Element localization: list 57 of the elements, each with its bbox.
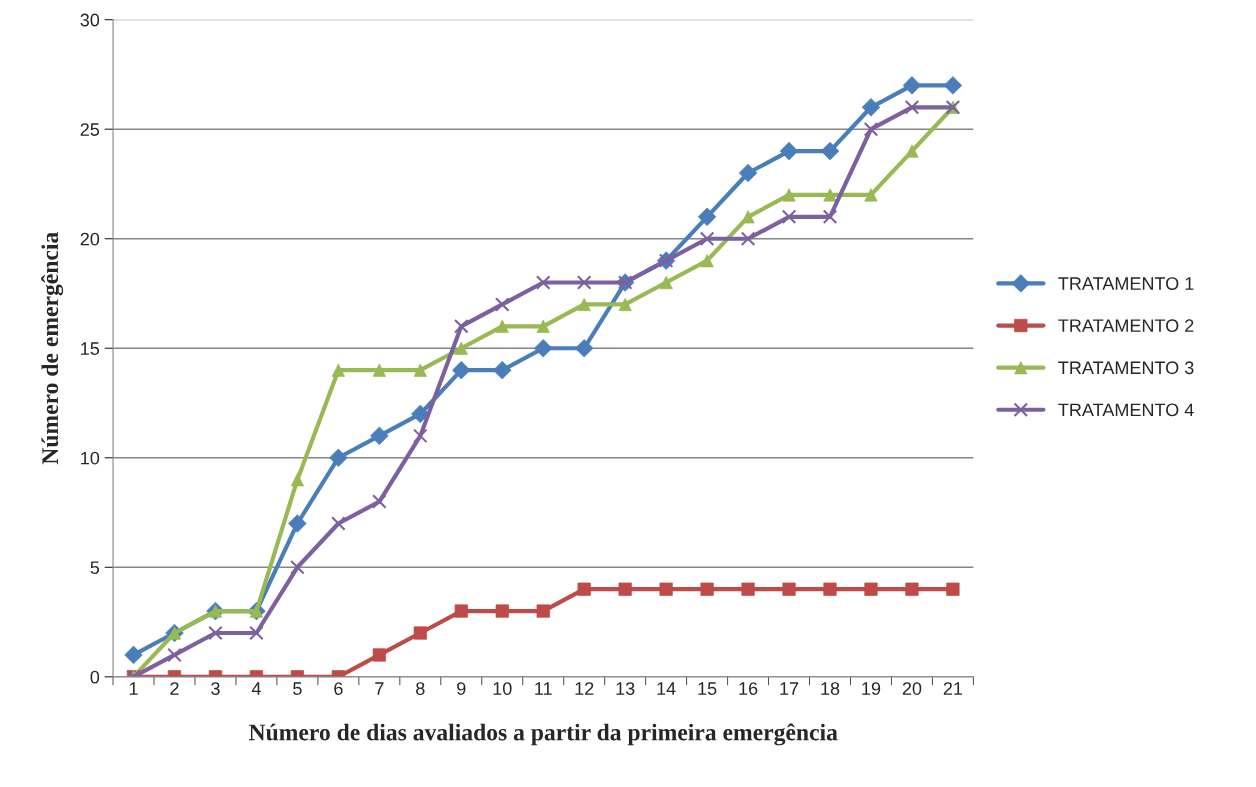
x-tick-label: 12: [575, 682, 594, 695]
x-tick-label: 4: [251, 682, 261, 695]
point: [167, 647, 182, 663]
y-tick-label: 30: [80, 13, 100, 27]
y-tick-label: 15: [81, 342, 100, 355]
point: [124, 645, 143, 665]
point: [208, 625, 223, 641]
point: [453, 319, 469, 334]
point: [904, 100, 920, 115]
x-tick-label: 21: [943, 682, 963, 695]
legend-label: TRATAMENTO 3: [1058, 361, 1194, 375]
x-tick-label: 16: [739, 682, 758, 695]
x-tick-label: 9: [457, 682, 466, 695]
x-tick-label: 11: [535, 682, 552, 695]
y-axis-title: Número de emergência: [41, 232, 64, 465]
x-tick-label: 20: [902, 682, 922, 695]
point: [943, 76, 963, 95]
y-tick-label: 0: [90, 670, 100, 684]
point: [535, 275, 551, 290]
legend-label: TRATAMENTO 4: [1058, 403, 1194, 417]
x-tick-label: 10: [493, 682, 512, 695]
point: [822, 209, 838, 225]
x-tick-label: 18: [821, 682, 840, 695]
x-tick-label: 13: [616, 682, 635, 695]
point: [370, 426, 389, 446]
point: [495, 604, 509, 618]
x-tick-label: 3: [211, 682, 220, 695]
y-tick-label: 20: [80, 232, 100, 246]
point: [863, 121, 879, 137]
point: [413, 626, 427, 640]
y-tick-label: 25: [80, 123, 100, 136]
x-tick-label: 8: [416, 682, 425, 695]
point: [249, 625, 264, 641]
point: [576, 275, 592, 290]
x-tick-label: 19: [862, 682, 881, 695]
x-tick-label: 2: [170, 682, 179, 695]
point: [781, 209, 797, 225]
point: [331, 516, 346, 531]
x-tick-label: 15: [698, 682, 717, 695]
x-axis-title: Número de dias avaliados a partir da primeira emergência: [248, 723, 838, 746]
point: [861, 98, 881, 117]
x-tick-label: 17: [780, 682, 799, 695]
point: [699, 231, 715, 247]
x-tick-label: 5: [293, 682, 302, 695]
x-tick-label: 14: [657, 682, 676, 695]
legend-label: TRATAMENTO 2: [1058, 319, 1194, 333]
x-tick-label: 1: [129, 682, 138, 695]
point: [372, 494, 387, 509]
y-tick-label: 5: [90, 561, 100, 575]
y-tick-label: 10: [81, 451, 100, 465]
point: [413, 428, 428, 444]
legend-label: TRATAMENTO 1: [1058, 277, 1194, 290]
point: [290, 560, 305, 575]
x-tick-label: 7: [375, 682, 384, 695]
point: [494, 297, 510, 312]
x-tick-label: 6: [334, 682, 343, 695]
point: [740, 231, 756, 247]
